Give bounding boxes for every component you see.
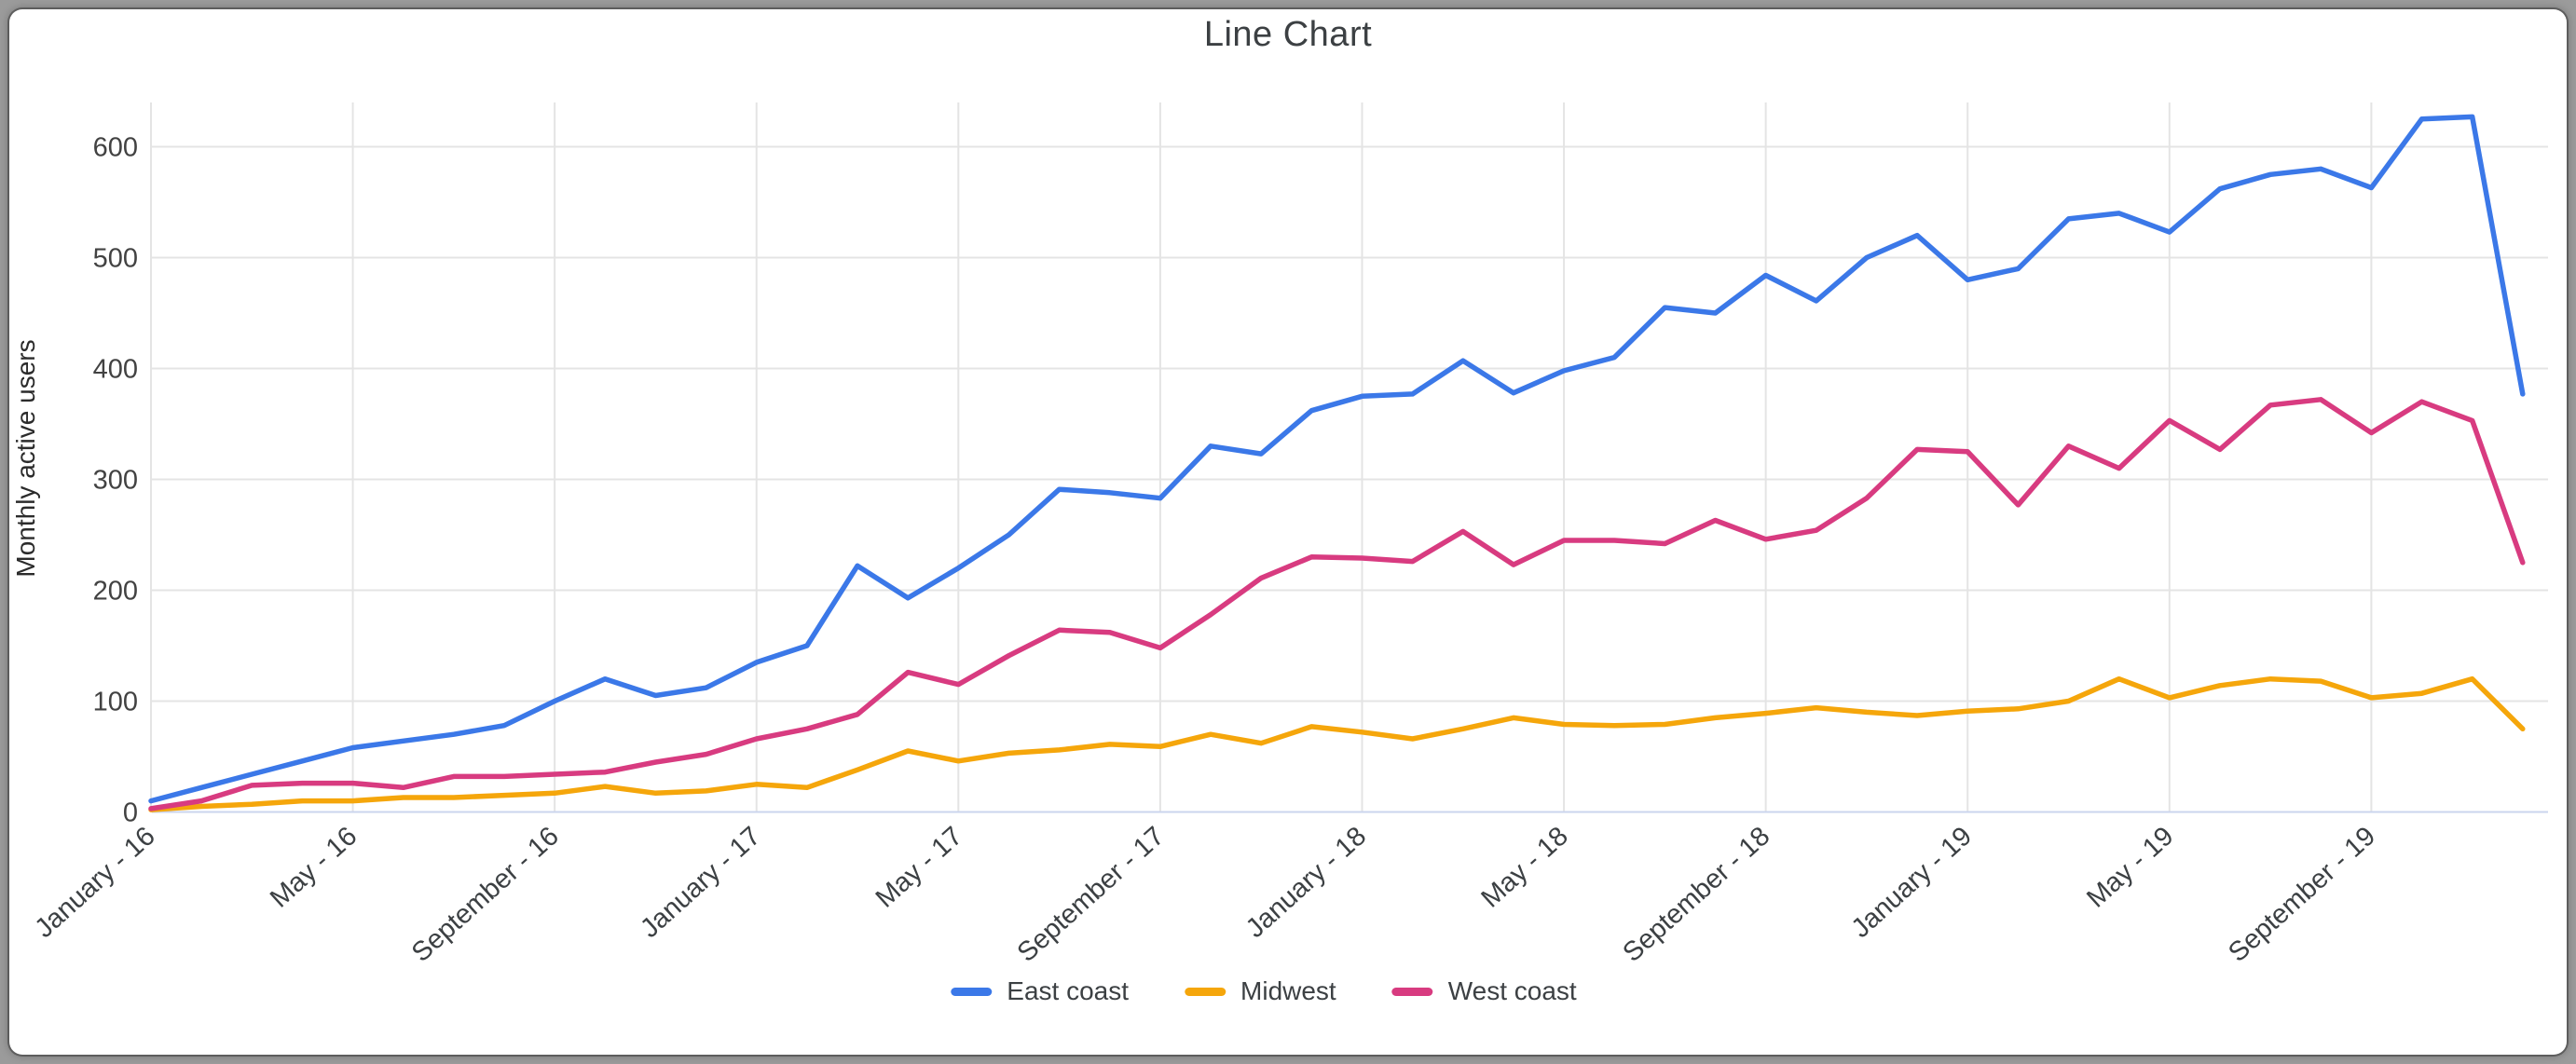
x-tick-label: January - 16	[29, 821, 160, 944]
x-tick-label: January - 19	[1846, 821, 1978, 944]
y-tick-label: 300	[93, 466, 138, 496]
chart-legend: East coast Midwest West coast	[951, 976, 1577, 1006]
y-tick-label: 0	[123, 798, 138, 828]
series-line-west-coast[interactable]	[148, 397, 2526, 812]
legend-line-swatch	[951, 987, 993, 996]
x-tick-label: May - 16	[265, 821, 363, 913]
y-tick-label: 200	[93, 577, 138, 607]
chart-title: Line Chart	[1203, 15, 1373, 54]
legend-item-west-coast: West coast	[1391, 976, 1577, 1006]
y-tick-label: 100	[93, 688, 138, 717]
x-tick-label: September - 19	[2223, 821, 2381, 968]
series-line-midwest[interactable]	[148, 675, 2526, 812]
legend-item-midwest: Midwest	[1185, 976, 1336, 1006]
y-tick-label: 600	[93, 133, 138, 163]
x-tick-label: September - 18	[1617, 821, 1775, 968]
x-tick-label: May - 19	[2081, 821, 2179, 913]
legend-label: East coast	[1007, 976, 1130, 1005]
legend-item-east-coast: East coast	[951, 976, 1129, 1006]
legend-label: Midwest	[1240, 976, 1336, 1005]
y-tick-label: 500	[93, 244, 138, 274]
series-line-east-coast[interactable]	[148, 114, 2526, 804]
legend-label: West coast	[1447, 976, 1577, 1005]
x-tick-label: May - 18	[1475, 821, 1573, 913]
legend-line-swatch	[1391, 987, 1433, 996]
x-tick-label: January - 18	[1240, 821, 1372, 944]
x-tick-label: September - 16	[406, 821, 565, 968]
x-tick-label: May - 17	[870, 821, 968, 913]
x-tick-label: January - 17	[635, 821, 766, 944]
y-tick-label: 400	[93, 355, 138, 385]
legend-line-swatch	[1185, 987, 1226, 996]
window-frame	[9, 9, 2567, 1055]
x-tick-label: September - 17	[1012, 821, 1171, 968]
